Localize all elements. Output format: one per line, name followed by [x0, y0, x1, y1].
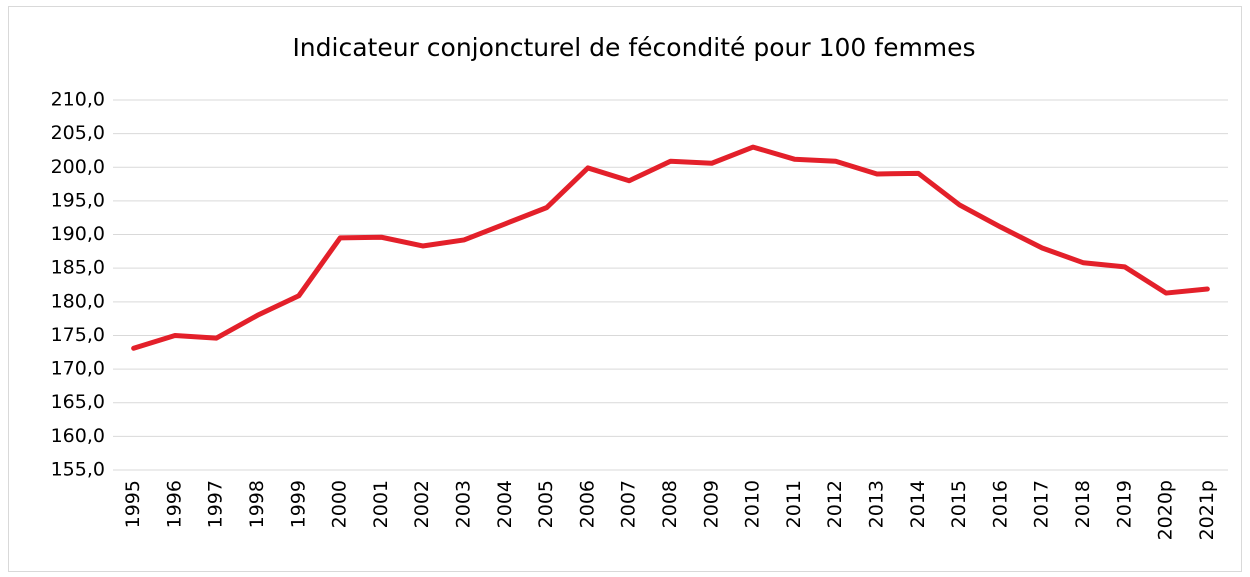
- x-tick-label: 1999: [287, 480, 309, 528]
- x-tick-label: 2020p: [1155, 480, 1177, 540]
- y-tick-label: 195,0: [51, 189, 105, 211]
- y-tick-label: 180,0: [51, 290, 105, 312]
- chart-title: Indicateur conjoncturel de fécondité pou…: [292, 33, 975, 62]
- y-tick-label: 160,0: [51, 425, 105, 447]
- x-tick-label: 2013: [865, 480, 887, 528]
- x-tick-label: 2012: [824, 480, 846, 528]
- y-tick-label: 165,0: [51, 391, 105, 413]
- x-tick-label: 2002: [411, 480, 433, 528]
- x-tick-label: 2014: [907, 480, 929, 528]
- x-tick-label: 2019: [1113, 480, 1135, 528]
- x-tick-label: 2016: [989, 480, 1011, 528]
- x-tick-label: 2009: [700, 480, 722, 528]
- x-tick-label: 2007: [618, 480, 640, 528]
- x-tick-label: 2017: [1031, 480, 1053, 528]
- x-tick-label: 2005: [535, 480, 557, 528]
- y-tick-label: 205,0: [51, 122, 105, 144]
- y-tick-label: 210,0: [51, 89, 105, 111]
- x-tick-label: 2004: [494, 480, 516, 528]
- x-tick-label: 2021p: [1196, 480, 1218, 540]
- x-tick-label: 2003: [453, 480, 475, 528]
- y-tick-label: 170,0: [51, 358, 105, 380]
- data-line: [131, 144, 1210, 351]
- x-tick-label: 2006: [576, 480, 598, 528]
- chart-border: [8, 6, 1242, 572]
- y-tick-label: 190,0: [51, 223, 105, 245]
- y-tick-label: 175,0: [51, 324, 105, 346]
- x-tick-label: 2008: [659, 480, 681, 528]
- x-tick-label: 2015: [948, 480, 970, 528]
- x-tick-label: 1997: [205, 480, 227, 528]
- y-tick-label: 155,0: [51, 459, 105, 481]
- x-tick-label: 1995: [122, 480, 144, 528]
- x-tick-label: 2010: [742, 480, 764, 528]
- y-tick-label: 185,0: [51, 257, 105, 279]
- x-tick-label: 1998: [246, 480, 268, 528]
- x-tick-label: 2000: [329, 480, 351, 528]
- x-tick-label: 1996: [163, 480, 185, 528]
- x-tick-label: 2018: [1072, 480, 1094, 528]
- x-tick-label: 2011: [783, 480, 805, 528]
- x-tick-label: 2001: [370, 480, 392, 528]
- y-tick-label: 200,0: [51, 156, 105, 178]
